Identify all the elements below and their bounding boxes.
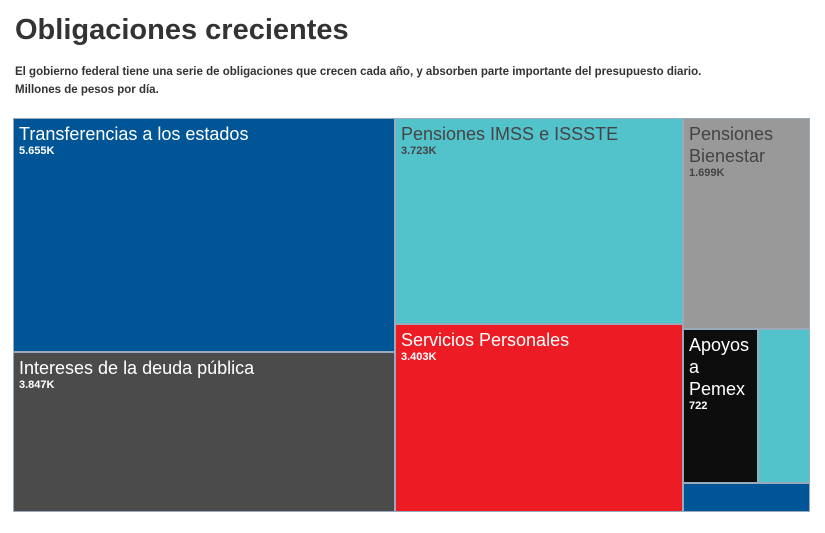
tile-label: Apoyos a Pemex [689, 335, 750, 399]
tile-label: Intereses de la deuda pública [19, 358, 255, 378]
tile-label: Servicios Personales [401, 330, 570, 350]
tile-label: Pensiones Bienestar [689, 124, 774, 166]
tile-servicios-personales[interactable]: Servicios Personales 3.403K [395, 324, 683, 512]
tile-value: 3.847K [19, 379, 55, 391]
page-title: Obligaciones crecientes [15, 14, 349, 46]
tile-other-cyan[interactable] [758, 329, 810, 483]
tile-value: 3.723K [401, 145, 437, 157]
subtitle: El gobierno federal tiene una serie de o… [15, 66, 702, 78]
tile-apoyos-pemex[interactable]: Apoyos a Pemex 722 [683, 329, 758, 483]
treemap: Transferencias a los estados 5.655K Intere… [13, 118, 810, 512]
tile-value: 722 [689, 400, 708, 412]
tile-intereses[interactable]: Intereses de la deuda pública 3.847K [13, 352, 395, 512]
units-note: Millones de pesos por día. [15, 84, 159, 96]
tile-pensiones-imss[interactable]: Pensiones IMSS e ISSSTE 3.723K [395, 118, 683, 324]
tile-value: 5.655K [19, 145, 55, 157]
tile-label: Transferencias a los estados [19, 124, 249, 144]
tile-value: 1.699K [689, 167, 725, 179]
tile-value: 3.403K [401, 351, 437, 363]
tile-pensiones-bienestar[interactable]: Pensiones Bienestar 1.699K [683, 118, 810, 329]
tile-other-blue[interactable] [683, 483, 810, 512]
tile-transferencias[interactable]: Transferencias a los estados 5.655K [13, 118, 395, 352]
tile-label: Pensiones IMSS e ISSSTE [401, 124, 619, 144]
